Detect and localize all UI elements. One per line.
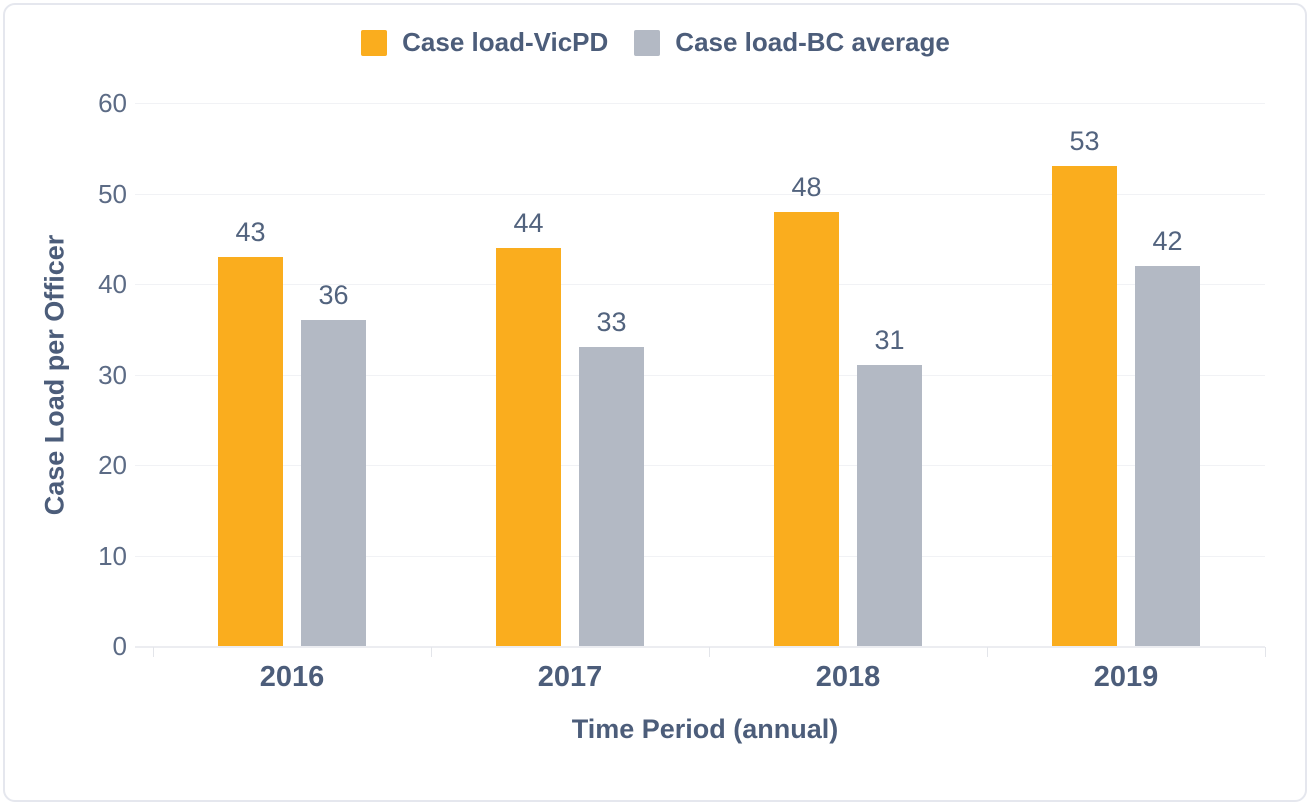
bar-value-case-load-vicpd-2019: 53 (1069, 126, 1100, 157)
gridline-y-60 (135, 103, 1265, 104)
legend-swatch-case-load-vicpd (361, 29, 388, 56)
bar-case-load-vicpd-2018 (774, 211, 839, 646)
x-axis-line (135, 646, 1265, 648)
bar-case-load-bc-average-2016 (301, 320, 366, 646)
gridline-y-20 (135, 465, 1265, 466)
y-tick-label-0: 0 (112, 631, 127, 661)
y-tick-label-20: 20 (98, 450, 127, 480)
x-axis-tick (153, 647, 154, 657)
bar-value-case-load-vicpd-2017: 44 (513, 207, 544, 238)
y-axis-title: Case Load per Officer (39, 234, 70, 516)
bar-value-case-load-bc-average-2016: 36 (318, 280, 349, 311)
legend-label: Case load-VicPD (402, 27, 609, 57)
x-axis-tick (709, 647, 710, 657)
x-axis-tick (987, 647, 988, 657)
x-tick-label-2016: 2016 (259, 661, 325, 693)
y-tick-label-10: 10 (98, 540, 127, 571)
bar-case-load-bc-average-2017 (579, 347, 644, 646)
y-tick-label-60: 60 (98, 88, 127, 118)
bar-case-load-bc-average-2019 (1135, 265, 1200, 646)
x-axis-title: Time Period (annual) (571, 714, 839, 744)
bar-case-load-vicpd-2016 (218, 256, 283, 646)
x-tick-label-2019: 2019 (1093, 661, 1159, 693)
x-axis-tick (1265, 647, 1266, 657)
legend-item-case-load-bc-average[interactable]: Case load-BC average (634, 27, 950, 58)
legend-item-case-load-vicpd[interactable]: Case load-VicPD (361, 27, 608, 58)
bar-value-case-load-vicpd-2018: 48 (791, 171, 822, 202)
bar-case-load-vicpd-2017 (496, 247, 561, 646)
x-tick-label-2017: 2017 (537, 661, 603, 693)
bar-value-case-load-bc-average-2019: 42 (1152, 225, 1183, 256)
bar-case-load-vicpd-2019 (1052, 166, 1117, 646)
bar-value-case-load-bc-average-2018: 31 (874, 325, 905, 356)
y-tick-label-50: 50 (98, 178, 127, 209)
legend-swatch-case-load-bc-average (634, 29, 661, 56)
y-tick-label-30: 30 (98, 359, 127, 390)
bar-case-load-bc-average-2018 (857, 365, 922, 646)
gridline-y-10 (135, 555, 1265, 557)
bar-value-case-load-vicpd-2016: 43 (235, 216, 266, 247)
gridline-y-50 (135, 193, 1265, 195)
x-axis-tick (431, 647, 432, 657)
legend-label: Case load-BC average (675, 27, 950, 57)
bar-value-case-load-bc-average-2017: 33 (596, 307, 627, 338)
gridline-y-40 (135, 284, 1265, 285)
x-tick-label-2018: 2018 (815, 661, 881, 693)
gridline-y-30 (135, 374, 1265, 376)
y-tick-label-40: 40 (98, 269, 127, 299)
chart-legend: Case load-VicPD Case load-BC average (0, 27, 1311, 58)
